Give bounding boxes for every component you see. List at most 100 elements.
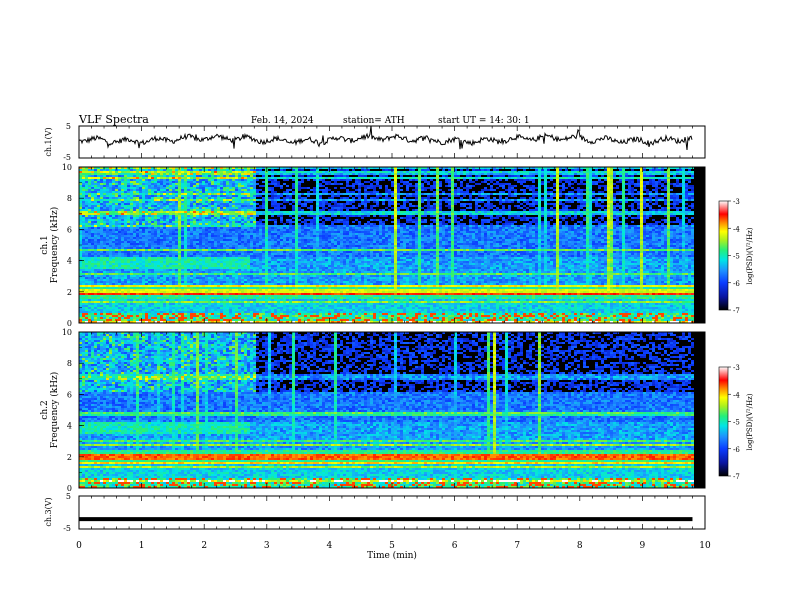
spectrogram-cell	[103, 221, 106, 223]
spectrogram-cell	[88, 263, 91, 265]
spectrogram-cell	[97, 247, 100, 249]
spectrogram-cell	[94, 175, 97, 177]
spectrogram-cell	[85, 199, 88, 201]
spectrogram-cell	[97, 175, 100, 177]
spectrogram-cell	[88, 203, 91, 205]
spectrogram-cell	[82, 307, 85, 309]
spectrogram-cell	[88, 227, 91, 229]
spectrogram-cell	[82, 313, 85, 315]
spectrogram-cell	[103, 205, 106, 207]
spectrogram-cell	[91, 185, 94, 187]
spectrogram-cell	[103, 183, 106, 185]
spectrogram-cell	[91, 249, 94, 251]
spectrogram-cell	[100, 263, 103, 265]
spectrogram-cell	[91, 235, 94, 237]
spectrogram-cell	[82, 185, 85, 187]
spectrogram-cell	[85, 175, 88, 177]
spectrogram-cell	[100, 219, 103, 221]
spectrogram-cell	[88, 209, 91, 211]
spectrogram-cell	[82, 169, 85, 171]
spectrogram-cell	[100, 239, 103, 241]
spectrogram-cell	[94, 231, 97, 233]
spectrogram-cell	[85, 265, 88, 267]
spectrogram-cell	[97, 273, 100, 275]
spectrogram-cell	[94, 257, 97, 259]
spectrogram-cell	[94, 291, 97, 293]
spectrogram-cell	[94, 277, 97, 279]
spectrogram-cell	[97, 267, 100, 269]
spectrogram-cell	[91, 213, 94, 215]
spectrogram-cell	[100, 199, 103, 201]
spectrogram-cell	[100, 291, 103, 293]
spectrogram-cell	[97, 195, 100, 197]
spectrogram-cell	[82, 219, 85, 221]
spectrogram-cell	[103, 231, 106, 233]
spectrogram-cell	[82, 273, 85, 275]
start-time-label: start UT = 14: 30: 1	[438, 116, 530, 126]
spectrogram-cell	[100, 295, 103, 297]
spectrogram-cell	[85, 291, 88, 293]
spectrogram-cell	[100, 275, 103, 277]
spectrogram-cell	[100, 297, 103, 299]
spectrogram-cell	[91, 275, 94, 277]
spectrogram-cell	[100, 311, 103, 313]
spectrogram-cell	[103, 203, 106, 205]
spectrogram-cell	[82, 225, 85, 227]
spectrogram-cell	[88, 269, 91, 271]
spectrogram-cell	[88, 257, 91, 259]
spectrogram-cell	[82, 275, 85, 277]
spectrogram-cell	[91, 267, 94, 269]
spectrogram-cell	[97, 299, 100, 301]
spectrogram-cell	[82, 243, 85, 245]
spectrogram-cell	[103, 189, 106, 191]
spectrogram-cell	[91, 297, 94, 299]
spectrogram-cell	[97, 287, 100, 289]
spectrogram-cell	[82, 217, 85, 219]
spectrogram-cell	[85, 239, 88, 241]
spectrogram-cell	[97, 281, 100, 283]
ch1-spectrogram-panel: 0246810 ch.1 Frequency (kHz) -3-4-5-6-7 …	[40, 163, 754, 328]
spectrogram-cell	[94, 287, 97, 289]
spectrogram-cell	[85, 201, 88, 203]
spectrogram-cell	[100, 305, 103, 307]
spectrogram-cell	[91, 171, 94, 173]
spectrogram-cell	[82, 173, 85, 175]
spectrogram-cell	[97, 189, 100, 191]
spectrogram-cell	[91, 229, 94, 231]
spectrogram-cell	[94, 255, 97, 257]
spectrogram-cell	[103, 229, 106, 231]
spectrogram-cell	[94, 177, 97, 179]
spectrogram-cell	[88, 303, 91, 305]
spectrogram-cell	[100, 217, 103, 219]
spectrogram-cell	[91, 197, 94, 199]
spectrogram-cell	[103, 227, 106, 229]
spectrogram-cell	[97, 241, 100, 243]
spectrogram-cell	[88, 199, 91, 201]
spectrogram-cell	[97, 223, 100, 225]
spectrogram-cell	[88, 243, 91, 245]
spectrogram-cell	[94, 171, 97, 173]
spectrogram-cell	[85, 223, 88, 225]
spectrogram-cell	[91, 177, 94, 179]
spectrogram-cell	[85, 243, 88, 245]
spectrogram-cell	[85, 257, 88, 259]
spectrogram-cell	[94, 253, 97, 255]
spectrogram-cell	[91, 283, 94, 285]
spectrogram-cell	[82, 199, 85, 201]
spectrogram-cell	[94, 193, 97, 195]
spectrogram-cell	[88, 211, 91, 213]
spectrogram-cell	[100, 201, 103, 203]
spectrogram-cell	[100, 183, 103, 185]
spectrogram-cell	[91, 313, 94, 315]
spectrogram-cell	[85, 203, 88, 205]
spectrogram-cell	[100, 319, 103, 321]
spectrogram-cell	[94, 267, 97, 269]
spectrogram-cell	[97, 209, 100, 211]
spectrogram-cell	[85, 311, 88, 313]
spectrogram-cell	[94, 197, 97, 199]
spectrogram-cell	[94, 215, 97, 217]
spectrogram-cell	[82, 271, 85, 273]
spectrogram-cell	[85, 317, 88, 319]
spectrogram-cell	[97, 233, 100, 235]
spectrogram-cell	[85, 217, 88, 219]
